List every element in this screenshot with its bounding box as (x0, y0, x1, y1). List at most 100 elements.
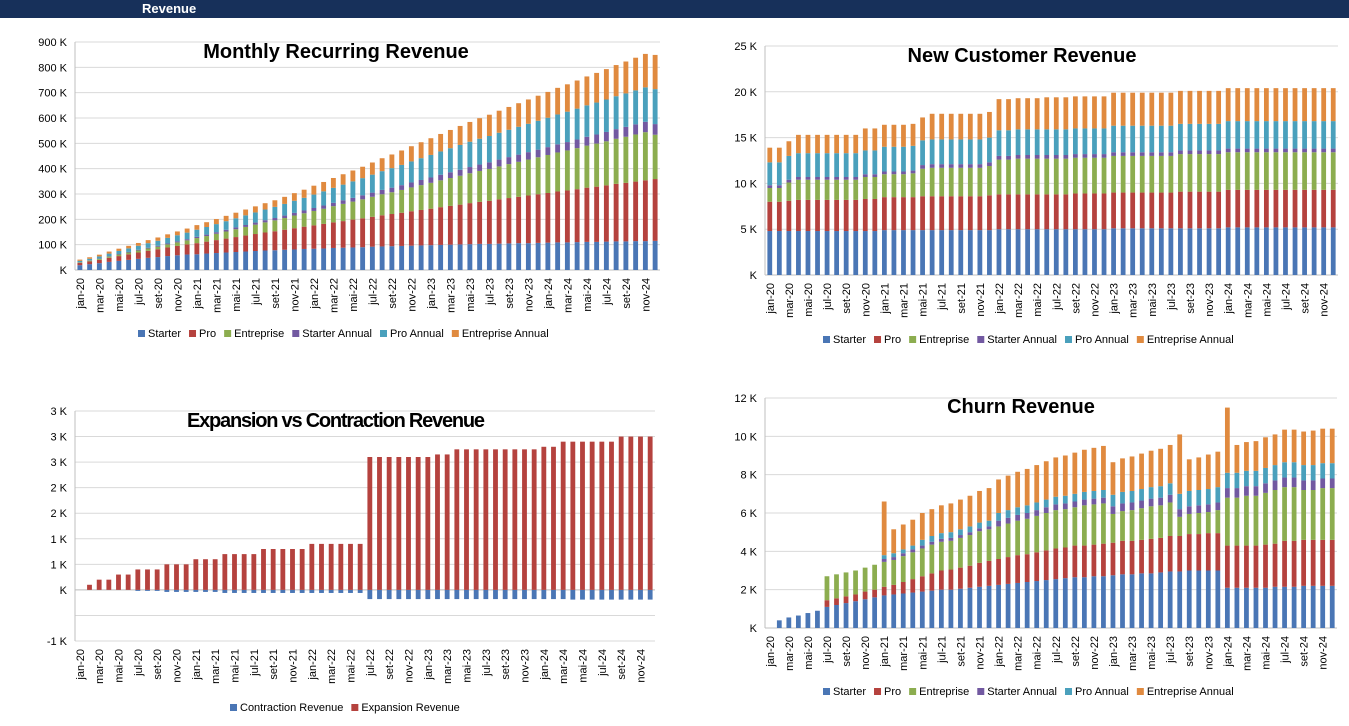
legend-swatch-pro-annual (1065, 336, 1072, 343)
bar-pro-annual (1224, 472, 1230, 489)
bar-pro-annual (1215, 487, 1221, 503)
x-tick-label: nov-24 (636, 649, 648, 683)
bar-entreprise (824, 576, 830, 601)
bar-starter-annual (1310, 480, 1316, 490)
x-tick-label: jul-21 (936, 636, 948, 664)
x-tick-label: jan-20 (765, 636, 777, 668)
x-tick-label: mai-22 (346, 649, 358, 683)
bar-entreprise-annual (1254, 88, 1260, 122)
bar-expansion-revenue (560, 441, 566, 590)
bar-starter-annual (805, 176, 811, 180)
bar-pro-annual (369, 174, 375, 193)
bar-entreprise (1292, 152, 1298, 190)
bar-pro-annual (642, 87, 648, 122)
bar-pro (948, 569, 954, 590)
bar-starter (786, 231, 792, 275)
bar-entreprise (1081, 505, 1087, 546)
bar-starter (1310, 585, 1316, 628)
bar-pro (1311, 189, 1317, 228)
bar-contraction-revenue (638, 589, 643, 600)
bar-pro (457, 204, 463, 245)
x-tick-label: mar-21 (211, 278, 223, 313)
x-tick-label: mar-20 (784, 283, 796, 318)
bar-entreprise-annual (350, 170, 356, 182)
bar-contraction-revenue (357, 589, 363, 593)
bar-starter (564, 242, 570, 270)
bar-pro (340, 221, 346, 248)
y-tick-label: K (60, 265, 68, 277)
x-tick-label: mar-23 (1127, 636, 1139, 671)
x-tick-label: mai-21 (917, 636, 929, 670)
bar-entreprise-annual (1130, 92, 1136, 126)
bar-pro-annual (1120, 491, 1125, 504)
bar-starter (901, 230, 906, 275)
bar-starter-annual (1225, 148, 1231, 153)
bar-starter-annual (1291, 477, 1297, 488)
bar-starter (486, 243, 492, 270)
bar-pro-annual (145, 243, 151, 248)
bar-starter (1196, 570, 1202, 628)
bar-pro-annual (1062, 495, 1068, 504)
bar-contraction-revenue (386, 589, 392, 600)
bar-pro (1044, 194, 1050, 230)
bar-starter (330, 247, 336, 270)
bar-entreprise-annual (262, 203, 268, 210)
bar-entreprise (506, 164, 512, 199)
bar-expansion-revenue (618, 436, 624, 590)
bar-pro (996, 559, 1001, 585)
y-tick-label: 1 K (50, 559, 67, 571)
y-tick-label: 2 K (50, 483, 67, 495)
bar-pro-annual (1167, 483, 1173, 495)
bar-starter (795, 615, 801, 628)
bar-pro-annual (1206, 123, 1212, 151)
bar-entreprise (350, 201, 356, 220)
y-tick-label: 900 K (38, 37, 67, 49)
legend-label-starter-annual: Starter Annual (987, 686, 1057, 698)
bar-pro-annual (1186, 490, 1192, 507)
bar-pro-annual (881, 146, 887, 172)
page-title: Revenue (142, 1, 197, 16)
bar-pro-annual (1187, 123, 1193, 151)
bar-pro-annual (958, 139, 964, 165)
bar-starter (1216, 228, 1222, 275)
bar-starter (1167, 571, 1173, 628)
bar-starter-annual (1196, 505, 1202, 513)
bar-starter-annual (467, 167, 473, 174)
bar-pro-annual (1091, 490, 1097, 499)
bar-pro-annual (1330, 121, 1336, 149)
bar-starter (594, 241, 600, 270)
bar-starter (1053, 579, 1059, 629)
legend-swatch-pro-annual (380, 330, 387, 337)
bar-starter (1187, 228, 1193, 275)
bar-entreprise (1158, 505, 1164, 538)
bar-pro-annual (184, 232, 190, 240)
bar-entreprise-annual (1139, 92, 1145, 126)
bar-starter-annual (1015, 514, 1021, 521)
y-tick-label: 8 K (740, 470, 757, 482)
bar-contraction-revenue (628, 589, 634, 600)
bar-starter (1149, 228, 1155, 275)
bar-starter (986, 585, 992, 628)
bar-starter (1282, 586, 1287, 628)
bar-entreprise-annual (1215, 451, 1221, 488)
bar-pro (1072, 545, 1078, 578)
bar-entreprise-annual (1196, 457, 1202, 490)
legend-label-starter: Starter (833, 334, 866, 346)
bar-pro-annual (1177, 493, 1183, 510)
bar-starter-annual (252, 222, 258, 225)
bar-pro (1206, 191, 1212, 229)
bar-entreprise-annual (796, 134, 801, 154)
bar-entreprise-annual (145, 240, 151, 244)
bar-starter (1053, 229, 1059, 275)
bar-contraction-revenue (251, 589, 257, 593)
y-tick-label: 2 K (50, 508, 67, 520)
bar-pro-annual (1234, 472, 1240, 489)
bar-pro-annual (321, 191, 327, 206)
y-tick-label: 6 K (740, 508, 757, 520)
bar-entreprise-annual (496, 110, 502, 133)
bar-starter (1225, 227, 1231, 275)
bar-entreprise-annual (174, 231, 180, 236)
bar-starter (1101, 576, 1106, 628)
x-tick-label: mar-20 (94, 278, 106, 313)
bar-entreprise (77, 262, 83, 263)
